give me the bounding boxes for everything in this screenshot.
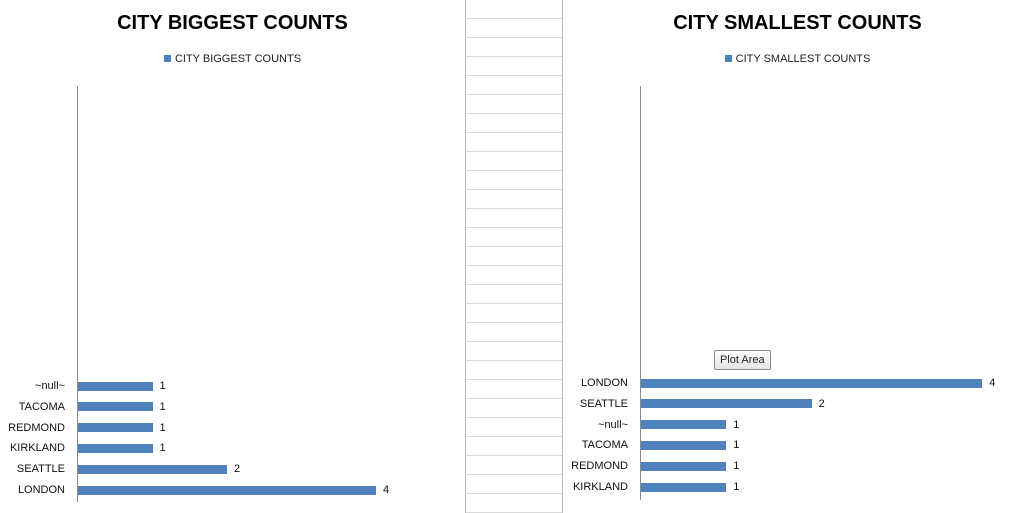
plot-area-tooltip: Plot Area	[714, 350, 771, 370]
data-label: 1	[733, 460, 740, 473]
data-label: 1	[159, 380, 166, 392]
category-tick-label: TACOMA	[18, 400, 65, 413]
category-tick-label: KIRKLAND	[9, 442, 65, 455]
data-label: 1	[733, 418, 740, 431]
bar[interactable]	[78, 381, 153, 391]
legend-swatch	[724, 54, 732, 62]
bar[interactable]	[641, 461, 727, 471]
category-tick-label: REDMOND	[8, 421, 65, 434]
category-tick-label: SEATTLE	[579, 397, 628, 410]
data-label: 1	[159, 400, 166, 413]
chart-title: CITY BIGGEST COUNTS	[117, 12, 348, 34]
chart-title: CITY SMALLEST COUNTS	[673, 12, 922, 34]
legend-swatch	[163, 54, 171, 62]
bar[interactable]	[78, 485, 376, 495]
legend-label: CITY SMALLEST COUNTS	[735, 53, 871, 65]
data-label: 2	[234, 463, 241, 476]
bar[interactable]	[78, 423, 153, 433]
chart-city-biggest-counts[interactable]: CITY BIGGEST COUNTS CITY BIGGEST COUNTS …	[0, 0, 466, 513]
data-label: 1	[733, 439, 740, 452]
bar[interactable]	[78, 402, 153, 412]
data-label: 4	[989, 377, 996, 389]
bar[interactable]	[641, 482, 727, 492]
category-tick-label: LONDON	[580, 377, 628, 389]
bar[interactable]	[641, 440, 727, 450]
legend-label: CITY BIGGEST COUNTS	[174, 53, 302, 65]
legend: CITY BIGGEST COUNTS	[0, 53, 465, 65]
bar[interactable]	[641, 420, 727, 430]
category-tick-label: ~null~	[35, 380, 65, 392]
category-tick-label: LONDON	[17, 484, 65, 496]
data-label: 1	[159, 442, 166, 455]
data-label: 1	[159, 421, 166, 434]
category-tick-label: SEATTLE	[16, 463, 65, 476]
category-axis-line	[77, 86, 78, 502]
legend: CITY SMALLEST COUNTS	[563, 53, 1031, 65]
category-tick-label: REDMOND	[571, 460, 628, 473]
category-axis-line	[640, 86, 641, 500]
data-label: 2	[818, 397, 825, 410]
category-tick-label: ~null~	[598, 418, 628, 431]
bar[interactable]	[641, 399, 812, 409]
bar[interactable]	[641, 378, 983, 388]
spreadsheet-cells	[466, 0, 562, 513]
category-tick-label: KIRKLAND	[572, 481, 628, 493]
bar[interactable]	[78, 464, 227, 474]
data-label: 4	[383, 484, 390, 496]
data-label: 1	[733, 481, 740, 493]
category-tick-label: TACOMA	[581, 439, 628, 452]
chart-city-smallest-counts[interactable]: CITY SMALLEST COUNTS CITY SMALLEST COUNT…	[562, 0, 1031, 513]
bar[interactable]	[78, 443, 153, 453]
